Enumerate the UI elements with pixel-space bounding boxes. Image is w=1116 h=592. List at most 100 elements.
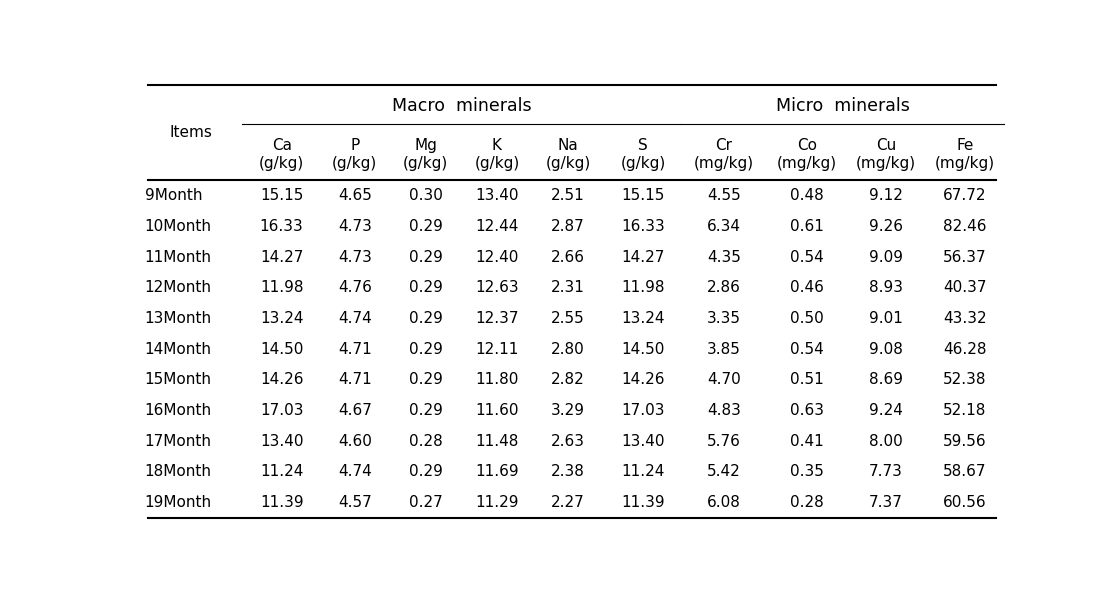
Text: 4.83: 4.83	[708, 403, 741, 418]
Text: 9Month: 9Month	[145, 188, 202, 203]
Text: 2.51: 2.51	[551, 188, 585, 203]
Text: 14.50: 14.50	[260, 342, 304, 356]
Text: Na
(g/kg): Na (g/kg)	[546, 138, 590, 170]
Text: 4.73: 4.73	[338, 250, 372, 265]
Text: 8.93: 8.93	[869, 280, 903, 295]
Text: 0.27: 0.27	[408, 495, 443, 510]
Text: 14.27: 14.27	[260, 250, 304, 265]
Text: 2.63: 2.63	[551, 433, 585, 449]
Text: 9.09: 9.09	[869, 250, 903, 265]
Text: 2.87: 2.87	[551, 219, 585, 234]
Text: Items: Items	[170, 125, 212, 140]
Text: 0.51: 0.51	[790, 372, 824, 387]
Text: 16Month: 16Month	[145, 403, 212, 418]
Text: 3.29: 3.29	[551, 403, 585, 418]
Text: 46.28: 46.28	[943, 342, 987, 356]
Text: 18Month: 18Month	[145, 464, 212, 480]
Text: K
(g/kg): K (g/kg)	[474, 138, 520, 170]
Text: 52.38: 52.38	[943, 372, 987, 387]
Text: 19Month: 19Month	[145, 495, 212, 510]
Text: Micro  minerals: Micro minerals	[776, 97, 910, 115]
Text: 2.55: 2.55	[551, 311, 585, 326]
Text: 16.33: 16.33	[622, 219, 665, 234]
Text: 12.44: 12.44	[475, 219, 519, 234]
Text: 4.57: 4.57	[338, 495, 372, 510]
Text: Mg
(g/kg): Mg (g/kg)	[403, 138, 449, 170]
Text: 13.24: 13.24	[260, 311, 304, 326]
Text: 3.35: 3.35	[708, 311, 741, 326]
Text: 56.37: 56.37	[943, 250, 987, 265]
Text: 7.73: 7.73	[869, 464, 903, 480]
Text: 15.15: 15.15	[622, 188, 665, 203]
Text: 0.48: 0.48	[790, 188, 824, 203]
Text: 67.72: 67.72	[943, 188, 987, 203]
Text: 4.74: 4.74	[338, 311, 372, 326]
Text: 0.29: 0.29	[408, 219, 443, 234]
Text: 2.86: 2.86	[708, 280, 741, 295]
Text: 9.08: 9.08	[869, 342, 903, 356]
Text: 4.35: 4.35	[708, 250, 741, 265]
Text: 11.60: 11.60	[475, 403, 519, 418]
Text: 11.39: 11.39	[260, 495, 304, 510]
Text: 58.67: 58.67	[943, 464, 987, 480]
Text: 4.71: 4.71	[338, 372, 372, 387]
Text: 11.98: 11.98	[622, 280, 665, 295]
Text: 5.76: 5.76	[708, 433, 741, 449]
Text: 0.30: 0.30	[408, 188, 443, 203]
Text: 4.74: 4.74	[338, 464, 372, 480]
Text: 4.70: 4.70	[708, 372, 741, 387]
Text: 11.98: 11.98	[260, 280, 304, 295]
Text: 40.37: 40.37	[943, 280, 987, 295]
Text: 15Month: 15Month	[145, 372, 212, 387]
Text: 8.69: 8.69	[869, 372, 903, 387]
Text: 11Month: 11Month	[145, 250, 212, 265]
Text: 0.29: 0.29	[408, 250, 443, 265]
Text: 0.29: 0.29	[408, 342, 443, 356]
Text: 0.41: 0.41	[790, 433, 824, 449]
Text: 13Month: 13Month	[145, 311, 212, 326]
Text: 0.29: 0.29	[408, 311, 443, 326]
Text: 4.55: 4.55	[708, 188, 741, 203]
Text: 12.63: 12.63	[475, 280, 519, 295]
Text: 14Month: 14Month	[145, 342, 212, 356]
Text: 0.29: 0.29	[408, 280, 443, 295]
Text: 0.61: 0.61	[790, 219, 824, 234]
Text: 0.29: 0.29	[408, 372, 443, 387]
Text: 9.12: 9.12	[869, 188, 903, 203]
Text: 4.67: 4.67	[338, 403, 372, 418]
Text: 4.60: 4.60	[338, 433, 372, 449]
Text: 13.40: 13.40	[622, 433, 665, 449]
Text: 11.29: 11.29	[475, 495, 519, 510]
Text: 15.15: 15.15	[260, 188, 304, 203]
Text: 17.03: 17.03	[260, 403, 304, 418]
Text: 2.38: 2.38	[551, 464, 585, 480]
Text: 11.48: 11.48	[475, 433, 519, 449]
Text: 17Month: 17Month	[145, 433, 212, 449]
Text: 82.46: 82.46	[943, 219, 987, 234]
Text: 0.35: 0.35	[790, 464, 824, 480]
Text: 11.39: 11.39	[622, 495, 665, 510]
Text: 4.65: 4.65	[338, 188, 372, 203]
Text: 12Month: 12Month	[145, 280, 212, 295]
Text: 43.32: 43.32	[943, 311, 987, 326]
Text: 12.37: 12.37	[475, 311, 519, 326]
Text: 5.42: 5.42	[708, 464, 741, 480]
Text: 2.80: 2.80	[551, 342, 585, 356]
Text: 4.76: 4.76	[338, 280, 372, 295]
Text: 6.34: 6.34	[708, 219, 741, 234]
Text: Macro  minerals: Macro minerals	[392, 97, 531, 115]
Text: Ca
(g/kg): Ca (g/kg)	[259, 138, 305, 170]
Text: 0.46: 0.46	[790, 280, 824, 295]
Text: 59.56: 59.56	[943, 433, 987, 449]
Text: 17.03: 17.03	[622, 403, 665, 418]
Text: 3.85: 3.85	[708, 342, 741, 356]
Text: P
(g/kg): P (g/kg)	[333, 138, 377, 170]
Text: 12.11: 12.11	[475, 342, 519, 356]
Text: 0.28: 0.28	[408, 433, 443, 449]
Text: Cu
(mg/kg): Cu (mg/kg)	[856, 138, 916, 170]
Text: 14.26: 14.26	[260, 372, 304, 387]
Text: 13.24: 13.24	[622, 311, 665, 326]
Text: 10Month: 10Month	[145, 219, 212, 234]
Text: 0.29: 0.29	[408, 464, 443, 480]
Text: 6.08: 6.08	[708, 495, 741, 510]
